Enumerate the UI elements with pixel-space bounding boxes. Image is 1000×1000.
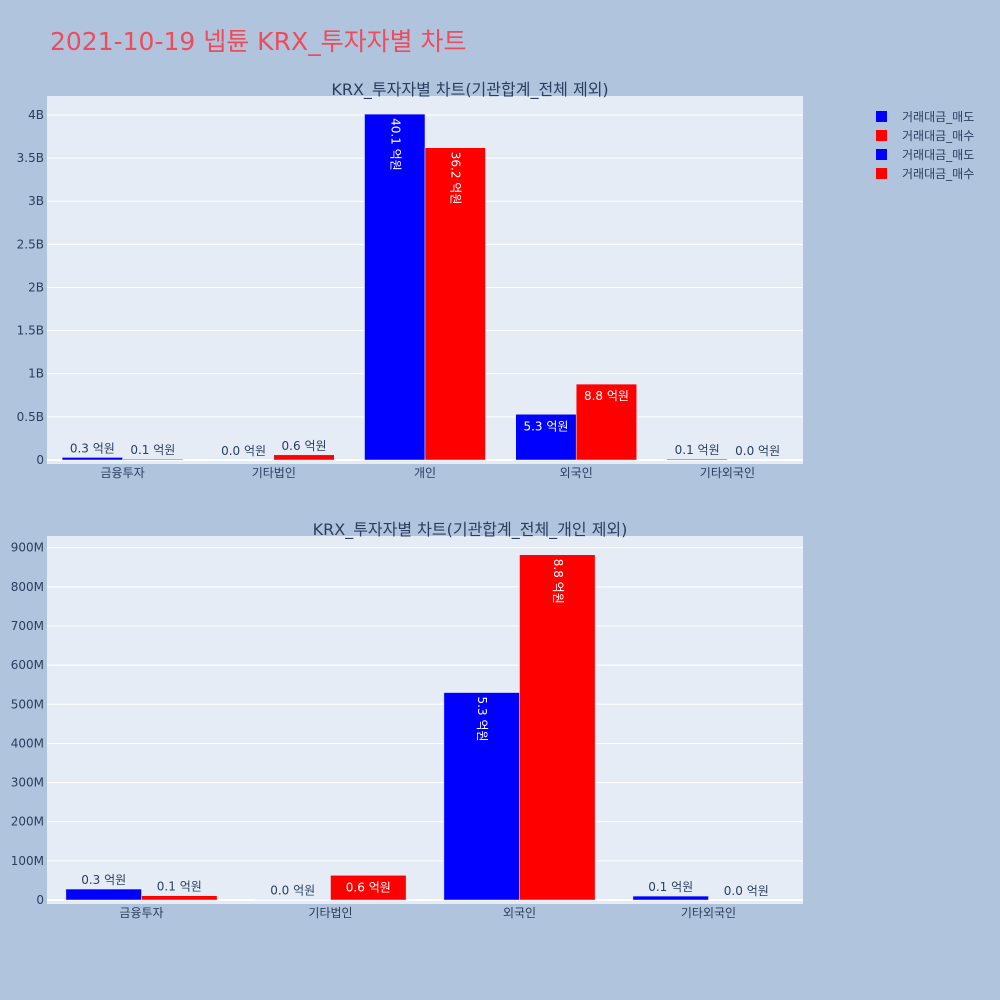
bar-label: 0.6 억원 bbox=[282, 439, 327, 453]
legend-label: 거래대금_매도 bbox=[902, 110, 975, 124]
x-tick-label: 기타외국인 bbox=[700, 466, 755, 480]
bar-label: 0.1 억원 bbox=[130, 443, 175, 457]
x-tick-label: 기타법인 bbox=[252, 466, 296, 480]
bar bbox=[273, 454, 335, 461]
bar bbox=[519, 554, 596, 901]
bar bbox=[61, 457, 123, 461]
chart-title: KRX_투자자별 차트(기관합계_전체 제외) bbox=[331, 80, 608, 100]
bar-label: 40.1 억원 bbox=[388, 118, 402, 171]
y-tick-label: 500M bbox=[11, 697, 44, 711]
y-tick-label: 3B bbox=[28, 194, 44, 208]
bar bbox=[666, 458, 728, 461]
y-tick-label: 0.5B bbox=[17, 410, 44, 424]
plot-area bbox=[47, 536, 803, 904]
y-tick-label: 800M bbox=[11, 580, 44, 594]
bar-label: 0.0 억원 bbox=[221, 444, 266, 458]
bar bbox=[122, 458, 184, 461]
bar bbox=[515, 414, 577, 461]
chart-1: 0 0.5B 1B 1.5B 2B 2.5B 3B 3.5B 4B KRX_투자자별 차트(기관합… bbox=[17, 80, 803, 480]
y-tick-label: 200M bbox=[11, 815, 44, 829]
legend: 거래대금_매도 거래대금_매수 거래대금_매도 거래대금_매수 bbox=[876, 107, 974, 183]
y-tick-label: 1B bbox=[28, 367, 44, 381]
bar-label: 0.0 억원 bbox=[735, 444, 780, 458]
bar-label: 0.1 억원 bbox=[648, 880, 693, 894]
y-tick-label: 700M bbox=[11, 619, 44, 633]
x-tick-label: 기타법인 bbox=[308, 906, 352, 920]
legend-item[interactable]: 거래대금_매수 bbox=[876, 126, 974, 145]
legend-item[interactable]: 거래대금_매수 bbox=[876, 164, 974, 183]
bar bbox=[575, 383, 637, 461]
x-tick-label: 외국인 bbox=[503, 906, 536, 920]
bar bbox=[424, 147, 486, 461]
y-tick-label: 400M bbox=[11, 736, 44, 750]
y-tick-label: 300M bbox=[11, 776, 44, 790]
legend-swatch-icon bbox=[876, 111, 887, 122]
y-tick-label: 0 bbox=[36, 453, 44, 467]
bar-label: 0.6 억원 bbox=[346, 880, 391, 894]
y-tick-label: 900M bbox=[11, 541, 44, 555]
bar-label: 0.3 억원 bbox=[81, 873, 126, 887]
x-tick-label: 개인 bbox=[414, 466, 436, 480]
y-tick-label: 3.5B bbox=[17, 151, 44, 165]
bar-label: 5.3 억원 bbox=[475, 697, 489, 742]
x-tick-label: 금융투자 bbox=[119, 906, 163, 920]
legend-swatch-icon bbox=[876, 130, 887, 141]
legend-swatch-icon bbox=[876, 168, 887, 179]
bar bbox=[364, 113, 426, 461]
legend-swatch-icon bbox=[876, 149, 887, 160]
bar bbox=[330, 875, 407, 901]
legend-label: 거래대금_매수 bbox=[902, 129, 975, 143]
bar bbox=[65, 888, 142, 901]
bar-label: 5.3 억원 bbox=[523, 419, 568, 433]
bar-label: 0.0 억원 bbox=[724, 884, 769, 898]
bar bbox=[443, 692, 520, 901]
bar-label: 36.2 억원 bbox=[449, 152, 463, 205]
chart-2: 0 100M 200M 300M 400M 500M 600M 700M 800M 900M KRX… bbox=[11, 520, 803, 920]
bar-label: 8.8 억원 bbox=[584, 389, 629, 403]
legend-item[interactable]: 거래대금_매도 bbox=[876, 107, 974, 126]
bar-label: 8.8 억원 bbox=[551, 559, 565, 604]
bar-label: 0.0 억원 bbox=[270, 884, 315, 898]
bar-label: 0.1 억원 bbox=[675, 443, 720, 457]
legend-item[interactable]: 거래대금_매도 bbox=[876, 145, 974, 164]
y-tick-label: 4B bbox=[28, 108, 44, 122]
bar bbox=[632, 895, 709, 901]
bar bbox=[141, 895, 218, 901]
y-tick-label: 100M bbox=[11, 854, 44, 868]
y-tick-label: 1.5B bbox=[17, 324, 44, 338]
bar-label: 0.1 억원 bbox=[157, 880, 202, 894]
legend-label: 거래대금_매도 bbox=[902, 148, 975, 162]
y-tick-label: 0 bbox=[36, 893, 44, 907]
x-tick-label: 외국인 bbox=[560, 466, 593, 480]
y-tick-label: 600M bbox=[11, 658, 44, 672]
bar-label: 0.3 억원 bbox=[70, 441, 115, 455]
x-tick-label: 금융투자 bbox=[101, 466, 145, 480]
page-title: 2021-10-19 넵튠 KRX_투자자별 차트 bbox=[50, 27, 467, 56]
x-tick-label: 기타외국인 bbox=[681, 906, 736, 920]
y-tick-label: 2.5B bbox=[17, 237, 44, 251]
legend-label: 거래대금_매수 bbox=[902, 167, 975, 181]
chart-title: KRX_투자자별 차트(기관합계_전체_개인 제외) bbox=[313, 520, 628, 540]
y-tick-label: 2B bbox=[28, 280, 44, 294]
